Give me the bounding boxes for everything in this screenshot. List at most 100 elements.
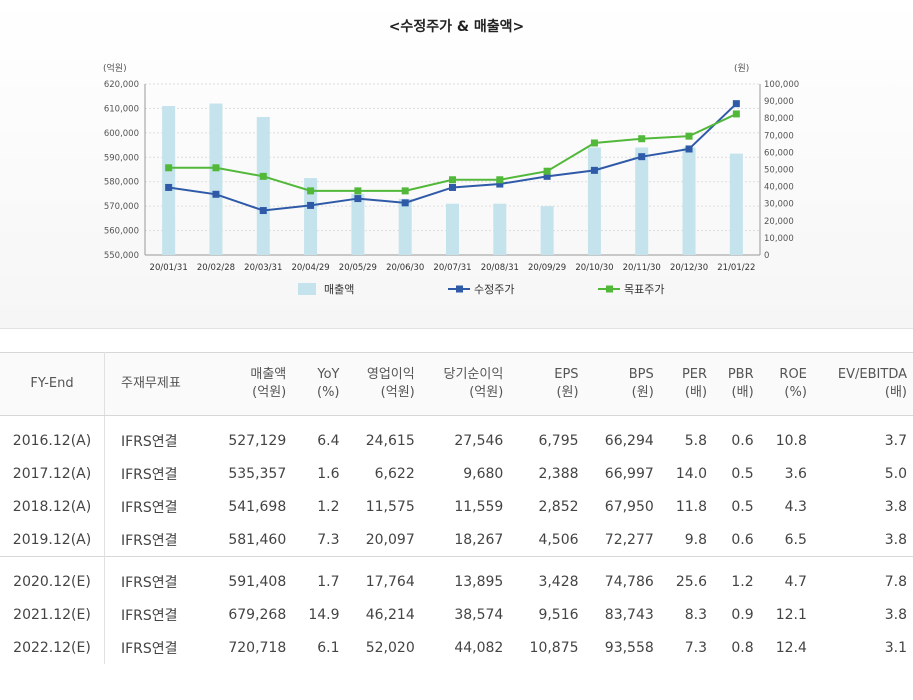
column-header-unit: (%) bbox=[317, 385, 340, 400]
bar-매출액 bbox=[162, 105, 176, 255]
x-tick-label: 20/01/31 bbox=[150, 263, 188, 273]
table-cell: 3.8 bbox=[884, 531, 907, 548]
column-header: BPS (원) bbox=[584, 352, 660, 416]
column-header: ROE (%) bbox=[759, 352, 813, 416]
right-tick-label: 50,000 bbox=[764, 166, 794, 176]
column-header: 당기순이익 (억원) bbox=[420, 352, 510, 416]
table-cell: 12.4 bbox=[775, 639, 807, 656]
point-목표주가 bbox=[165, 164, 173, 172]
left-tick-label: 610,000 bbox=[104, 104, 139, 114]
column-header-label: EV/EBITDA bbox=[837, 367, 907, 382]
left-tick-label: 570,000 bbox=[104, 202, 139, 212]
right-tick-label: 100,000 bbox=[764, 80, 799, 90]
right-tick-label: 20,000 bbox=[764, 217, 794, 227]
x-tick-label: 20/09/29 bbox=[528, 263, 566, 273]
table-row: 2018.12(A) IFRS연결 541,698 1.2 11,575 11,559 2,… bbox=[0, 490, 913, 523]
x-tick-label: 20/12/30 bbox=[670, 263, 708, 273]
point-목표주가 bbox=[496, 176, 504, 184]
x-tick-label: 21/01/22 bbox=[717, 263, 755, 273]
legend-label: 매출액 bbox=[324, 283, 354, 296]
column-header-label: FY-End bbox=[30, 376, 74, 391]
point-목표주가 bbox=[354, 187, 362, 195]
table-cell: 24,615 bbox=[365, 432, 415, 449]
table-cell: 14.0 bbox=[675, 465, 708, 482]
table-cell: 18,267 bbox=[454, 531, 504, 548]
table-cell: 2018.12(A) bbox=[0, 490, 105, 523]
x-tick-label: 20/11/30 bbox=[623, 263, 661, 273]
table-row: 2021.12(E) IFRS연결 679,268 14.9 46,214 38,574 9… bbox=[0, 598, 913, 631]
table-cell: 2019.12(A) bbox=[0, 523, 105, 557]
table-cell: 4.3 bbox=[784, 498, 807, 515]
table-cell: 44,082 bbox=[454, 639, 504, 656]
table-cell: 11,559 bbox=[454, 498, 504, 515]
right-tick-label: 90,000 bbox=[764, 97, 794, 107]
bar-매출액 bbox=[256, 116, 270, 255]
table-cell: 0.5 bbox=[731, 498, 754, 515]
x-tick-label: 20/07/31 bbox=[433, 263, 471, 273]
point-수정주가 bbox=[685, 145, 693, 153]
x-tick-label: 20/10/30 bbox=[575, 263, 613, 273]
left-axis-unit: (억원) bbox=[103, 62, 127, 74]
table-cell: 535,357 bbox=[228, 465, 287, 482]
table-cell: 27,546 bbox=[454, 432, 504, 449]
column-header: FY-End bbox=[0, 352, 105, 416]
point-목표주가 bbox=[401, 187, 409, 195]
table-cell: 3.6 bbox=[784, 465, 807, 482]
column-header: EPS (원) bbox=[509, 352, 585, 416]
table-cell: 38,574 bbox=[454, 606, 504, 623]
left-tick-label: 620,000 bbox=[104, 80, 139, 90]
point-목표주가 bbox=[543, 167, 551, 175]
table-cell: 6.4 bbox=[317, 432, 340, 449]
table-cell: 20,097 bbox=[365, 531, 415, 548]
column-header-unit: (%) bbox=[784, 385, 807, 400]
point-목표주가 bbox=[638, 135, 646, 143]
table-cell: 6,795 bbox=[538, 432, 579, 449]
table-cell: 66,294 bbox=[604, 432, 654, 449]
right-axis-unit: (원) bbox=[734, 63, 749, 74]
financial-table: FY-End 주재무제표 매출액 (억원) YoY (%) 영업이익 (억원) 당기순이익 (억원… bbox=[0, 352, 913, 664]
table-cell: 9,516 bbox=[538, 606, 579, 623]
bar-매출액 bbox=[209, 103, 223, 256]
column-header: PER (배) bbox=[659, 352, 714, 416]
table-cell: 11,575 bbox=[365, 498, 415, 515]
point-수정주가 bbox=[543, 172, 551, 180]
table-cell: 52,020 bbox=[365, 639, 415, 656]
table-cell: 1.2 bbox=[713, 556, 760, 598]
right-tick-label: 30,000 bbox=[764, 200, 794, 210]
table-cell: 0.6 bbox=[731, 531, 754, 548]
point-수정주가 bbox=[259, 207, 267, 215]
chart-title: <수정주가 & 매출액> bbox=[388, 19, 525, 35]
column-header-unit: (배) bbox=[884, 385, 907, 400]
table-cell: 2020.12(E) bbox=[0, 556, 105, 598]
combo-chart: 620,000 610,000 600,000 590,000 580,000 570,0… bbox=[103, 62, 799, 296]
point-수정주가 bbox=[449, 183, 456, 191]
table-cell: 9,680 bbox=[463, 465, 504, 482]
column-header: EV/EBITDA (배) bbox=[812, 352, 913, 416]
table-cell: 3.1 bbox=[884, 639, 907, 656]
bar-매출액 bbox=[351, 193, 365, 255]
table-cell: 527,129 bbox=[228, 432, 287, 449]
table-cell: 66,997 bbox=[604, 465, 654, 482]
table-cell: 11.8 bbox=[675, 498, 708, 515]
table-cell: 6.1 bbox=[317, 639, 340, 656]
table-cell: 6.5 bbox=[784, 531, 807, 548]
point-수정주가 bbox=[638, 153, 646, 161]
table-cell: 541,698 bbox=[228, 498, 287, 515]
table-cell: 1.7 bbox=[292, 556, 346, 598]
table-cell: 5.8 bbox=[684, 432, 708, 449]
right-tick-label: 40,000 bbox=[764, 183, 794, 193]
table-cell: IFRS연결 bbox=[121, 466, 178, 483]
point-수정주가 bbox=[401, 199, 409, 207]
table-cell: 2016.12(A) bbox=[0, 415, 105, 457]
column-header-unit: (억원) bbox=[469, 385, 504, 400]
table-cell: IFRS연결 bbox=[121, 433, 178, 450]
legend-swatch-marker bbox=[606, 285, 613, 293]
table-cell: 0.5 bbox=[731, 465, 754, 482]
point-수정주가 bbox=[212, 190, 220, 198]
right-tick-label: 80,000 bbox=[764, 114, 794, 124]
column-header: YoY (%) bbox=[292, 352, 346, 416]
right-tick-label: 10,000 bbox=[764, 234, 794, 244]
point-목표주가 bbox=[307, 187, 315, 195]
table-cell: IFRS연결 bbox=[121, 499, 178, 516]
table-cell: 93,558 bbox=[604, 639, 654, 656]
